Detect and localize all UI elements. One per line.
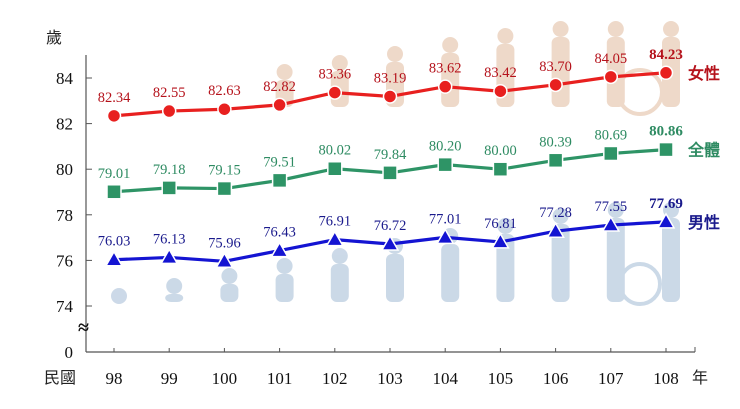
data-label: 80.69 <box>594 127 627 143</box>
data-label: 77.69 <box>649 196 683 212</box>
x-axis-prefix-label: 民國 <box>44 370 76 387</box>
series-全體: 79.01 79.18 79.15 79.51 80.02 79.84 80.20 80.00… <box>98 124 683 200</box>
y-tick-label: 84 <box>56 69 74 88</box>
data-label: 76.03 <box>98 234 131 250</box>
data-point-marker <box>159 247 179 265</box>
data-point-marker <box>493 83 508 99</box>
data-label: 80.86 <box>649 124 683 140</box>
data-label: 82.63 <box>208 83 241 99</box>
data-label: 79.15 <box>208 163 241 179</box>
series-男性: 76.03 76.13 75.96 76.43 76.91 76.72 77.01 76.81… <box>98 196 683 269</box>
data-label: 83.36 <box>318 67 351 83</box>
data-point-marker <box>271 172 288 189</box>
data-point-marker <box>161 180 177 196</box>
data-label: 80.00 <box>484 143 517 159</box>
data-point-marker <box>658 141 674 158</box>
data-label: 80.20 <box>429 139 462 155</box>
data-point-marker <box>327 85 343 100</box>
legend-label-2: 男性 <box>688 213 720 232</box>
data-label: 79.84 <box>374 147 407 163</box>
x-tick-label: 105 <box>488 369 514 388</box>
x-axis: 98 99 100 101 102 103 104 105 106 107 108 <box>86 347 696 388</box>
y-tick-label: 78 <box>56 206 73 225</box>
data-label: 79.18 <box>153 162 186 178</box>
data-label: 83.62 <box>429 61 462 77</box>
data-point-marker <box>382 89 398 104</box>
data-point-marker <box>106 108 122 124</box>
data-point-marker <box>656 212 676 229</box>
data-point-marker <box>215 251 234 269</box>
data-label: 84.23 <box>649 47 683 63</box>
x-tick-label: 101 <box>267 369 293 388</box>
data-point-marker <box>603 69 619 85</box>
legend-label-0: 女性 <box>688 64 720 83</box>
data-point-marker <box>217 101 232 117</box>
data-point-marker <box>104 250 124 267</box>
data-label: 76.72 <box>374 218 407 234</box>
x-tick-label: 99 <box>161 369 178 388</box>
data-point-marker <box>491 232 510 249</box>
data-label: 82.34 <box>98 90 131 106</box>
data-point-marker <box>270 241 289 258</box>
y-tick-label: 0 <box>65 343 74 362</box>
y-axis: 0 74 76 78 80 82 84 <box>56 55 92 362</box>
x-tick-label: 106 <box>543 369 569 388</box>
data-label: 83.19 <box>374 70 407 86</box>
data-label: 80.02 <box>318 143 351 159</box>
x-axis-suffix-label: 年 <box>692 369 708 387</box>
data-label: 83.70 <box>539 59 572 75</box>
data-label: 82.82 <box>263 79 296 95</box>
y-tick-label: 74 <box>56 297 74 316</box>
data-point-marker <box>161 103 177 119</box>
data-label: 79.51 <box>263 154 296 170</box>
data-label: 82.55 <box>153 85 186 101</box>
data-point-marker <box>492 161 509 177</box>
data-point-marker <box>437 156 453 173</box>
x-tick-label: 100 <box>212 369 238 388</box>
series-女性: 82.34 82.55 82.63 82.82 83.36 83.19 83.62 83.42… <box>98 47 683 124</box>
data-label: 77.01 <box>429 211 462 227</box>
data-label: 76.13 <box>153 231 186 247</box>
y-tick-label: 80 <box>56 160 73 179</box>
data-point-marker <box>272 97 287 113</box>
data-point-marker <box>546 221 565 238</box>
data-label: 79.01 <box>98 166 131 182</box>
data-label: 83.42 <box>484 65 517 81</box>
data-label: 76.43 <box>263 225 296 241</box>
data-point-marker <box>325 230 345 247</box>
data-point-marker <box>106 184 122 200</box>
data-point-marker <box>437 79 453 94</box>
data-label: 75.96 <box>208 235 241 251</box>
data-label: 76.91 <box>318 214 351 230</box>
data-point-marker <box>658 65 674 81</box>
data-point-marker <box>548 77 563 93</box>
data-series: 82.34 82.55 82.63 82.82 83.36 83.19 83.62 83.42… <box>98 47 683 269</box>
data-label: 77.55 <box>594 199 627 215</box>
x-tick-label: 107 <box>598 369 624 388</box>
x-tick-label: 102 <box>322 369 348 388</box>
data-label: 84.05 <box>594 51 627 67</box>
data-point-marker <box>601 215 621 232</box>
x-tick-label: 103 <box>377 369 403 388</box>
x-tick-label: 104 <box>432 369 458 388</box>
y-tick-label: 82 <box>56 115 73 134</box>
y-axis-unit-label: 歲 <box>46 29 62 47</box>
data-label: 77.28 <box>539 205 572 221</box>
x-tick-label: 98 <box>106 369 123 388</box>
data-point-marker <box>327 160 343 177</box>
legend-label-1: 全體 <box>687 141 720 160</box>
data-point-marker <box>603 145 619 162</box>
data-point-marker <box>435 227 455 245</box>
data-point-marker <box>380 234 400 251</box>
y-axis-break-symbol: ≈ <box>78 317 89 339</box>
data-label: 76.81 <box>484 216 517 232</box>
data-label: 80.39 <box>539 134 572 150</box>
x-tick-label: 108 <box>653 369 679 388</box>
data-point-marker <box>216 180 233 197</box>
data-point-marker <box>382 165 398 181</box>
data-point-marker <box>547 152 564 169</box>
y-tick-label: 76 <box>56 251 73 270</box>
